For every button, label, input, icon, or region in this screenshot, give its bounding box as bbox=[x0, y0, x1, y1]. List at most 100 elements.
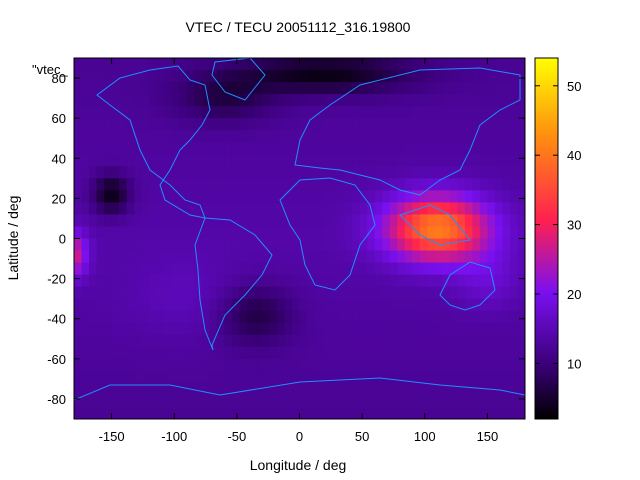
heatmap-cell bbox=[337, 94, 346, 107]
heatmap-cell bbox=[389, 154, 398, 167]
heatmap-cell bbox=[104, 250, 113, 264]
heatmap-cell bbox=[442, 130, 451, 143]
heatmap-cell bbox=[231, 322, 240, 336]
heatmap-cell bbox=[186, 178, 195, 191]
heatmap-cell bbox=[472, 370, 481, 384]
heatmap-cell bbox=[509, 82, 519, 95]
heatmap-cell bbox=[494, 58, 504, 71]
heatmap-cell bbox=[314, 262, 323, 276]
eurasia-outline bbox=[294, 67, 521, 196]
heatmap-cell bbox=[427, 214, 436, 228]
heatmap-cell bbox=[96, 250, 105, 264]
heatmap-cell bbox=[404, 142, 413, 155]
heatmap-cell bbox=[224, 94, 233, 107]
heatmap-cell bbox=[186, 406, 195, 419]
heatmap-cell bbox=[464, 226, 473, 240]
colorbar-tick-label: 10 bbox=[567, 356, 581, 371]
heatmap-cell bbox=[502, 262, 511, 276]
chart-title: VTEC / TECU 20051112_316.19800 bbox=[186, 19, 411, 35]
heatmap-cell bbox=[216, 106, 225, 119]
heatmap-cell bbox=[314, 154, 323, 167]
heatmap-cell bbox=[329, 274, 338, 288]
heatmap-cell bbox=[397, 262, 406, 276]
heatmap-cell bbox=[119, 334, 128, 348]
heatmap-cell bbox=[367, 166, 376, 179]
heatmap-cell bbox=[224, 202, 233, 216]
heatmap-cell bbox=[104, 370, 113, 384]
heatmap-cell bbox=[269, 322, 278, 336]
heatmap-cell bbox=[419, 106, 428, 119]
heatmap-cell bbox=[111, 238, 120, 252]
heatmap-cell bbox=[111, 142, 120, 155]
heatmap-cell bbox=[89, 262, 98, 276]
heatmap-cell bbox=[434, 370, 443, 384]
heatmap-cell bbox=[352, 238, 361, 252]
heatmap-cell bbox=[104, 130, 113, 143]
heatmap-cell bbox=[81, 310, 90, 324]
heatmap-cell bbox=[186, 262, 195, 276]
heatmap-cell bbox=[397, 226, 406, 240]
heatmap-cell bbox=[74, 286, 83, 300]
heatmap-cell bbox=[397, 70, 406, 83]
heatmap-cell bbox=[367, 238, 376, 252]
heatmap-cell bbox=[141, 166, 150, 179]
heatmap-cell bbox=[374, 58, 383, 71]
heatmap-cell bbox=[194, 250, 203, 264]
heatmap-cell bbox=[96, 274, 105, 288]
heatmap-cell bbox=[457, 310, 466, 324]
heatmap-cell bbox=[119, 322, 128, 336]
heatmap-cell bbox=[337, 82, 346, 95]
heatmap-cell bbox=[179, 286, 188, 300]
heatmap-cell bbox=[404, 262, 413, 276]
heatmap-cell bbox=[494, 166, 504, 179]
heatmap-cell bbox=[164, 346, 173, 360]
heatmap-cell bbox=[434, 166, 443, 179]
heatmap-cell bbox=[96, 130, 105, 143]
heatmap-cell bbox=[307, 382, 316, 396]
heatmap-cell bbox=[464, 322, 473, 336]
heatmap-cell bbox=[337, 154, 346, 167]
heatmap-cell bbox=[104, 94, 113, 107]
heatmap-cell bbox=[254, 106, 263, 119]
heatmap-cell bbox=[126, 94, 135, 107]
heatmap-cell bbox=[201, 250, 210, 264]
heatmap-cell bbox=[231, 382, 240, 396]
heatmap-cell bbox=[299, 310, 308, 324]
heatmap-cell bbox=[111, 58, 120, 71]
heatmap-cell bbox=[201, 274, 210, 288]
heatmap-cell bbox=[104, 394, 113, 408]
heatmap-cell bbox=[307, 238, 316, 252]
heatmap-cell bbox=[246, 82, 255, 95]
heatmap-cell bbox=[307, 166, 316, 179]
heatmap-cell bbox=[156, 214, 165, 228]
heatmap-cell bbox=[156, 334, 165, 348]
heatmap-cell bbox=[224, 334, 233, 348]
heatmap-cell bbox=[239, 298, 248, 312]
heatmap-cell bbox=[171, 94, 180, 107]
heatmap-cell bbox=[389, 346, 398, 360]
heatmap-cell bbox=[299, 298, 308, 312]
heatmap-cell bbox=[404, 166, 413, 179]
heatmap-cell bbox=[509, 178, 519, 191]
heatmap-cell bbox=[261, 370, 271, 384]
heatmap-cell bbox=[261, 262, 271, 276]
heatmap-cell bbox=[149, 238, 158, 252]
heatmap-cell bbox=[389, 262, 398, 276]
heatmap-cell bbox=[352, 406, 361, 419]
heatmap-cell bbox=[382, 346, 391, 360]
heatmap-cell bbox=[427, 238, 436, 252]
heatmap-cell bbox=[224, 178, 233, 191]
heatmap-cell bbox=[382, 190, 391, 203]
heatmap-cell bbox=[254, 334, 263, 348]
heatmap-cell bbox=[479, 214, 489, 228]
heatmap-cell bbox=[276, 226, 286, 240]
heatmap-cell bbox=[404, 82, 413, 95]
colorbar-tick-label: 40 bbox=[567, 148, 581, 163]
heatmap-cell bbox=[141, 286, 150, 300]
heatmap-cell bbox=[171, 238, 180, 252]
heatmap-cell bbox=[186, 58, 195, 71]
heatmap-cell bbox=[352, 178, 361, 191]
heatmap-cell bbox=[261, 394, 271, 408]
heatmap-cell bbox=[404, 70, 413, 83]
heatmap-cell bbox=[382, 394, 391, 408]
